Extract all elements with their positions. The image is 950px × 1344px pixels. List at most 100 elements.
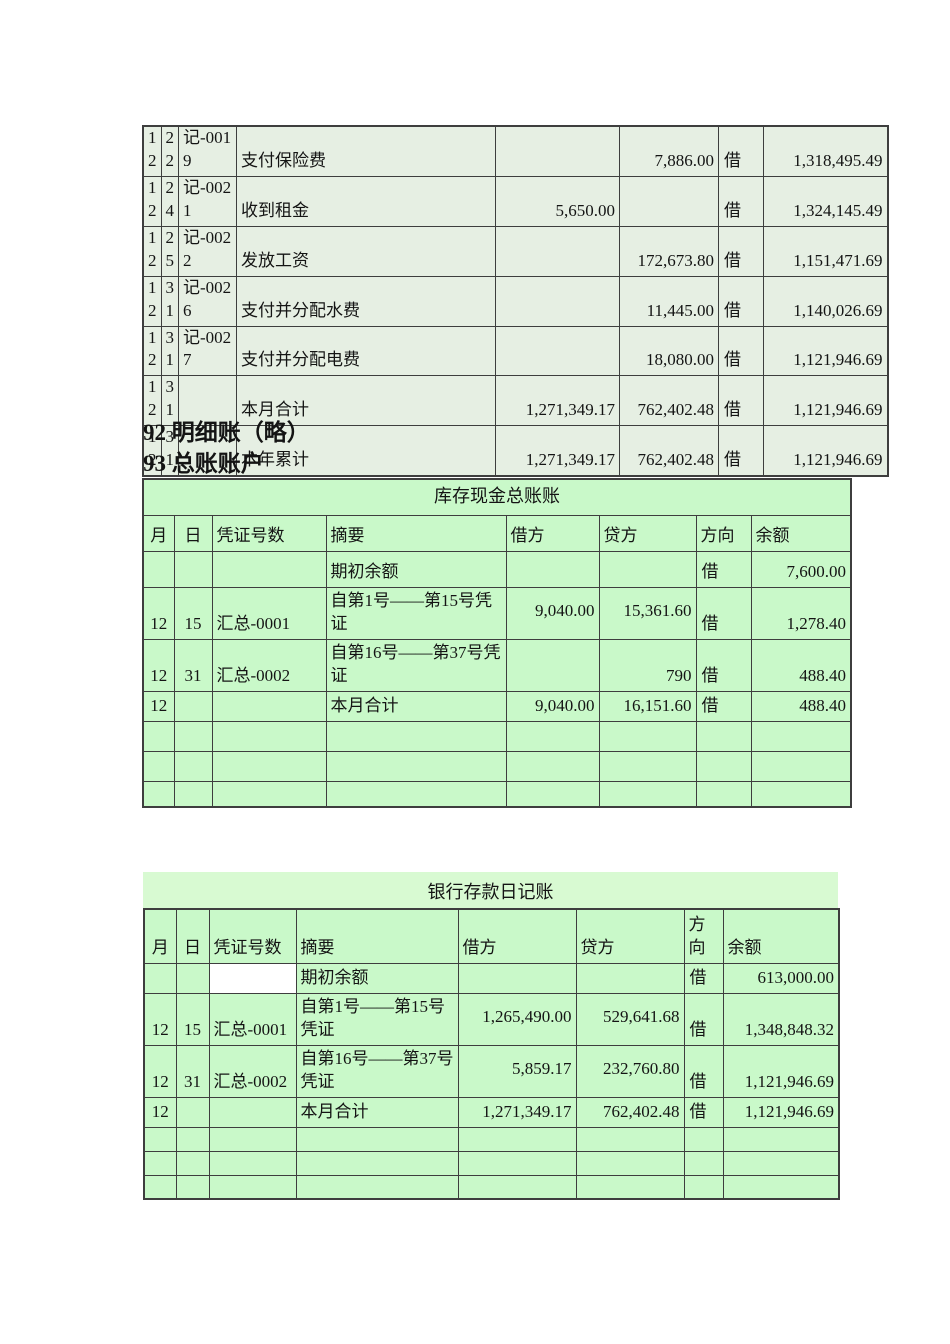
header-credit: 贷方 bbox=[575, 908, 685, 964]
header-day: 日 bbox=[173, 514, 213, 552]
cell-debit: 1,271,349.17 bbox=[495, 425, 620, 477]
cell-debit: 9,040.00 bbox=[505, 586, 600, 640]
cell-month bbox=[143, 962, 177, 994]
cell-balance: 1,121,946.69 bbox=[722, 1044, 840, 1098]
cell-month: 12 bbox=[142, 125, 162, 177]
table-row-empty bbox=[142, 720, 852, 752]
cell-month: 12 bbox=[142, 225, 162, 277]
cell-summary: 自第16号——第37号凭证 bbox=[325, 638, 507, 692]
table-header-row: 月 日 凭证号数 摘要 借方 贷方 方向 余额 bbox=[143, 908, 840, 964]
table-title-row: 库存现金总账账 bbox=[142, 478, 852, 516]
cell-debit: 5,650.00 bbox=[495, 175, 620, 227]
cell-credit: 172,673.80 bbox=[619, 225, 719, 277]
cell-credit: 11,445.00 bbox=[619, 275, 719, 327]
cell-voucher: 汇总-0002 bbox=[208, 1044, 297, 1098]
table-row-empty bbox=[143, 1150, 840, 1176]
table-row: 期初余额 借 7,600.00 bbox=[142, 550, 852, 588]
cell-month: 12 bbox=[142, 425, 162, 477]
cell-month: 12 bbox=[142, 325, 162, 377]
cell-direction: 借 bbox=[718, 175, 764, 227]
cell-day bbox=[173, 690, 213, 722]
cell-summary: 期初余额 bbox=[295, 962, 459, 994]
cell-month: 12 bbox=[143, 1044, 177, 1098]
header-balance: 余额 bbox=[722, 908, 840, 964]
table-header-row: 月 日 凭证号数 摘要 借方 贷方 方向 余额 bbox=[142, 514, 852, 552]
cell-voucher-blank-white bbox=[208, 962, 297, 994]
cell-direction: 借 bbox=[683, 992, 724, 1046]
header-debit: 借方 bbox=[457, 908, 577, 964]
cell-credit: 18,080.00 bbox=[619, 325, 719, 377]
cell-voucher: 记-0027 bbox=[178, 325, 237, 377]
header-voucher: 凭证号数 bbox=[211, 514, 327, 552]
cell-balance: 1,121,946.69 bbox=[722, 1096, 840, 1128]
cell-summary: 期初余额 bbox=[325, 550, 507, 588]
table-row: 12 31 本月合计 1,271,349.17 762,402.48 借 1,1… bbox=[142, 375, 888, 427]
table-row-empty bbox=[142, 780, 852, 808]
cell-month bbox=[142, 550, 175, 588]
cell-summary: 发放工资 bbox=[236, 225, 496, 277]
cell-summary: 本月合计 bbox=[295, 1096, 459, 1128]
cell-day: 15 bbox=[173, 586, 213, 640]
cell-debit bbox=[495, 225, 620, 277]
cell-voucher: 汇总-0002 bbox=[211, 638, 327, 692]
cell-balance: 7,600.00 bbox=[750, 550, 852, 588]
cell-debit bbox=[495, 275, 620, 327]
cell-day: 31 bbox=[173, 638, 213, 692]
cell-direction: 借 bbox=[683, 1096, 724, 1128]
table-row-empty bbox=[142, 750, 852, 782]
cell-summary: 自第1号——第15号凭证 bbox=[295, 992, 459, 1046]
cell-direction: 借 bbox=[718, 325, 764, 377]
cell-day: 31 bbox=[175, 1044, 210, 1098]
header-month: 月 bbox=[143, 908, 177, 964]
table-row: 12 本月合计 9,040.00 16,151.60 借 488.40 bbox=[142, 690, 852, 722]
header-debit: 借方 bbox=[505, 514, 600, 552]
heading-92: 92 明细账（略） bbox=[143, 420, 310, 445]
header-credit: 贷方 bbox=[598, 514, 697, 552]
cell-credit: 15,361.60 bbox=[598, 586, 697, 640]
cell-summary: 收到租金 bbox=[236, 175, 496, 227]
cell-debit bbox=[495, 325, 620, 377]
cell-day: 31 bbox=[160, 275, 179, 327]
cell-month: 12 bbox=[143, 992, 177, 1046]
cell-month: 12 bbox=[142, 638, 175, 692]
cell-day: 31 bbox=[160, 325, 179, 377]
cell-day: 24 bbox=[160, 175, 179, 227]
cell-debit: 1,271,349.17 bbox=[457, 1096, 577, 1128]
cell-credit: 529,641.68 bbox=[575, 992, 685, 1046]
cell-direction: 借 bbox=[695, 638, 752, 692]
cell-day bbox=[175, 1096, 210, 1128]
cell-debit: 1,271,349.17 bbox=[495, 375, 620, 427]
header-direction: 方向 bbox=[695, 514, 752, 552]
cell-credit bbox=[575, 962, 685, 994]
table-row: 12 15 汇总-0001 自第1号——第15号凭证 1,265,490.00 … bbox=[143, 992, 840, 1046]
cell-month: 12 bbox=[142, 690, 175, 722]
cell-month: 12 bbox=[142, 275, 162, 327]
cell-month: 12 bbox=[142, 586, 175, 640]
cell-debit bbox=[505, 550, 600, 588]
header-day: 日 bbox=[175, 908, 210, 964]
cell-direction: 借 bbox=[683, 962, 724, 994]
cell-direction: 借 bbox=[718, 125, 764, 177]
cell-summary: 支付保险费 bbox=[236, 125, 496, 177]
cell-month: 12 bbox=[142, 175, 162, 227]
table-row: 12 24 记-0021 收到租金 5,650.00 借 1,324,145.4… bbox=[142, 175, 888, 227]
cell-summary: 本年累计 bbox=[236, 425, 496, 477]
cell-balance: 1,318,495.49 bbox=[763, 125, 888, 177]
cell-voucher: 记-0022 bbox=[178, 225, 237, 277]
cell-balance: 1,121,946.69 bbox=[763, 425, 888, 477]
cell-summary: 自第16号——第37号凭证 bbox=[295, 1044, 459, 1098]
cell-credit: 790 bbox=[598, 638, 697, 692]
cell-day: 22 bbox=[160, 125, 179, 177]
cell-balance: 1,121,946.69 bbox=[763, 375, 888, 427]
cell-credit: 762,402.48 bbox=[575, 1096, 685, 1128]
header-month: 月 bbox=[142, 514, 175, 552]
cell-credit: 7,886.00 bbox=[619, 125, 719, 177]
cell-credit bbox=[598, 550, 697, 588]
cell-credit: 16,151.60 bbox=[598, 690, 697, 722]
cell-day: 15 bbox=[175, 992, 210, 1046]
cell-day: 25 bbox=[160, 225, 179, 277]
table-row: 12 本月合计 1,271,349.17 762,402.48 借 1,121,… bbox=[143, 1096, 840, 1128]
cell-balance: 1,324,145.49 bbox=[763, 175, 888, 227]
cell-summary: 支付并分配水费 bbox=[236, 275, 496, 327]
